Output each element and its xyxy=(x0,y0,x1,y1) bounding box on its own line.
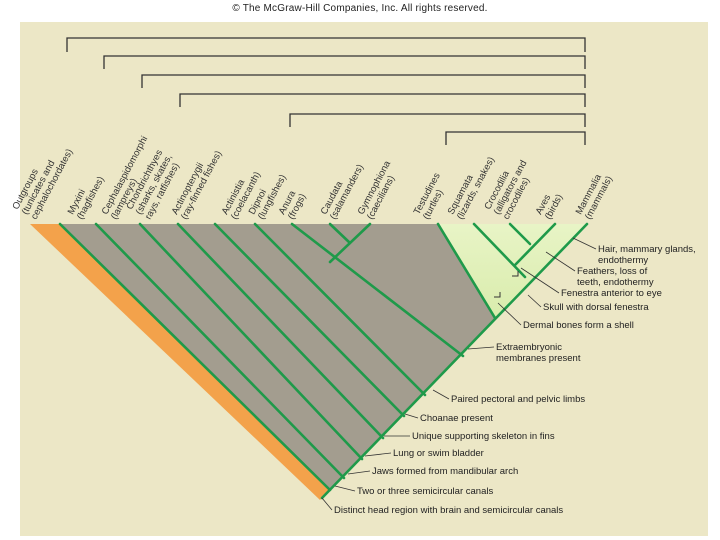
branch-cephalaspidomorphi xyxy=(138,222,364,461)
branch-anura xyxy=(328,222,352,245)
taxon-label: Myxini(hagfishes) xyxy=(66,175,107,222)
clade-brackets xyxy=(66,37,586,145)
clade-bracket-osteichthyes xyxy=(179,93,586,107)
branch-actinopterygii xyxy=(213,222,406,418)
character-ticks xyxy=(494,271,519,298)
clade-bracket-tetrapoda xyxy=(289,113,586,127)
character-leader-line xyxy=(520,267,560,294)
character-label: Two or three semicircular canals xyxy=(357,486,493,497)
clade-bracket-vertebrata xyxy=(103,55,586,69)
character-label: membranes present xyxy=(496,353,581,364)
character-label: Skull with dorsal fenestra xyxy=(543,302,649,313)
outgroup-wedge xyxy=(30,224,330,500)
branch-lines xyxy=(58,222,589,500)
character-leader-line xyxy=(334,485,356,492)
branch-dipnoi xyxy=(290,222,465,358)
character-leader-line xyxy=(321,497,333,511)
branch-chondrichthyes xyxy=(176,222,385,440)
character-leader-line xyxy=(467,346,495,350)
branch-main-stem xyxy=(320,222,589,500)
character-label: Dermal bones form a shell xyxy=(523,320,634,331)
amniote-wedge xyxy=(438,224,587,318)
branch-outgroup-boundary xyxy=(58,222,332,492)
clade-bracket-craniata xyxy=(66,37,586,52)
character-leader-line xyxy=(432,389,450,400)
character-leader-line xyxy=(497,302,522,326)
character-leader-line xyxy=(572,237,597,250)
taxon-label: Anura(frogs) xyxy=(277,188,309,221)
taxon-label: Aves(birds) xyxy=(534,192,566,221)
branch-actinistia xyxy=(253,222,427,397)
taxon-labels: Outgroups(tunicates andcephalochordates)… xyxy=(10,134,615,221)
branch-myxini xyxy=(94,222,346,480)
character-label: Fenestra anterior to eye xyxy=(561,288,662,299)
character-label: Extraembryonic xyxy=(496,342,562,353)
character-label: Lung or swim bladder xyxy=(393,448,484,459)
character-leader-line xyxy=(527,294,542,308)
branch-archosaur-node xyxy=(513,222,557,267)
character-label: endothermy xyxy=(598,255,648,266)
character-labels: Hair, mammary glands,endothermyFeathers,… xyxy=(334,244,696,516)
character-leader-line xyxy=(404,413,419,419)
character-label: teeth, endothermy xyxy=(577,277,654,288)
vertebrate-wedge xyxy=(60,224,587,490)
character-label: Feathers, loss of xyxy=(577,266,648,277)
branch-amniote-stem xyxy=(436,222,497,320)
taxon-label: Actinopterygii(ray-finned fishes) xyxy=(170,149,225,221)
character-label: Unique supporting skeleton in fins xyxy=(412,431,555,442)
character-leader-line xyxy=(364,452,392,457)
clade-bracket-amniota xyxy=(445,131,586,145)
copyright-notice: © The McGraw-Hill Companies, Inc. All ri… xyxy=(232,3,488,14)
clade-bracket-gnathostomata xyxy=(141,74,586,88)
branch-crocodilia xyxy=(508,222,532,246)
taxon-label: Testudines(turtles) xyxy=(412,171,446,221)
character-leader-lines xyxy=(321,237,597,511)
character-label: Jaws formed from mandibular arch xyxy=(372,466,518,477)
character-label: Hair, mammary glands, xyxy=(598,244,696,255)
tick-fenestra-anterior xyxy=(512,271,519,277)
character-leader-line xyxy=(347,470,371,475)
character-leader-line xyxy=(545,251,576,272)
tick-dermal-bones xyxy=(494,292,501,298)
character-label: Distinct head region with brain and semi… xyxy=(334,505,563,516)
taxon-label: Mammalia(mammals) xyxy=(574,172,615,221)
branch-squamata xyxy=(472,222,527,279)
character-label: Paired pectoral and pelvic limbs xyxy=(451,394,585,405)
character-label: Choanae present xyxy=(420,413,493,424)
